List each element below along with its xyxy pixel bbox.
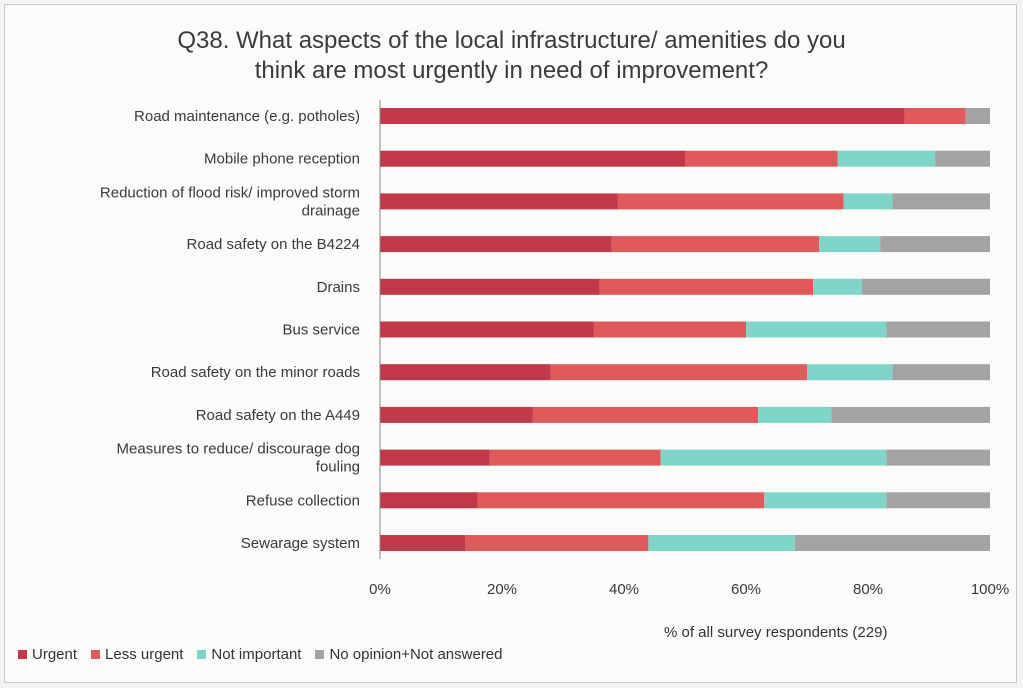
bar-segment-less-urgent — [465, 535, 649, 551]
bar-segment-no-opinion-not-answered — [861, 278, 990, 295]
legend-item-not-important: Not important — [197, 646, 301, 663]
bar-segment-urgent — [380, 364, 551, 381]
bar-segment-no-opinion-not-answered — [886, 449, 990, 466]
bar-segment-no-opinion-not-answered — [892, 364, 990, 381]
category-label: Bus service — [282, 322, 360, 339]
legend-swatch-urgent — [18, 650, 27, 659]
legend: Urgent Less urgent Not important No opin… — [18, 646, 503, 663]
bar-segment-not-important — [746, 321, 887, 338]
bar-segment-less-urgent — [489, 449, 661, 466]
legend-swatch-no-opinion — [315, 650, 325, 659]
bar-segment-urgent — [380, 535, 466, 551]
bar-segment-less-urgent — [593, 321, 746, 338]
bar-segment-urgent — [380, 406, 533, 423]
bar-segment-less-urgent — [904, 108, 966, 124]
bar-segment-not-important — [843, 193, 893, 210]
bar-segment-no-opinion-not-answered — [935, 150, 990, 167]
legend-item-less-urgent: Less urgent — [91, 646, 183, 663]
bar-segment-urgent — [380, 321, 594, 338]
category-label: Mobile phone reception — [204, 151, 360, 168]
category-label: Road safety on the A449 — [196, 407, 360, 424]
bar-segment-not-important — [807, 364, 893, 381]
bar-segment-less-urgent — [550, 364, 807, 381]
category-label: Road safety on the minor roads — [151, 364, 360, 381]
bar-segment-not-important — [813, 278, 862, 295]
x-tick-label: 0% — [369, 581, 391, 598]
bar-segment-not-important — [764, 492, 887, 509]
bar-segment-no-opinion-not-answered — [880, 236, 990, 253]
bar-segment-not-important — [758, 406, 832, 423]
category-label: Measures to reduce/ discourage dog — [117, 441, 360, 458]
bar-segment-no-opinion-not-answered — [794, 535, 990, 551]
chart-title: Q38. What aspects of the local infrastru… — [0, 26, 1023, 86]
category-label: Reduction of flood risk/ improved storm — [100, 184, 360, 201]
bar-segment-urgent — [380, 108, 905, 124]
bar-segment-no-opinion-not-answered — [886, 321, 990, 338]
bar-segment-no-opinion-not-answered — [892, 193, 990, 210]
chart-title-line-1: Q38. What aspects of the local infrastru… — [177, 27, 846, 54]
bar-segment-not-important — [819, 236, 881, 253]
x-tick-label: 60% — [731, 581, 761, 598]
bar-segment-not-important — [837, 150, 936, 167]
category-label: fouling — [316, 459, 360, 476]
category-label: Sewarage system — [241, 535, 360, 552]
bar-segment-urgent — [380, 449, 490, 466]
x-tick-label: 100% — [971, 581, 1009, 598]
bar-segment-less-urgent — [599, 278, 814, 295]
chart-title-line-2: think are most urgently in need of impro… — [254, 57, 769, 84]
legend-label-no-opinion: No opinion+Not answered — [329, 646, 503, 663]
bar-segment-no-opinion-not-answered — [965, 108, 990, 124]
category-label: Road safety on the B4224 — [187, 236, 360, 253]
bar-segment-less-urgent — [617, 193, 844, 210]
x-axis-title: % of all survey respondents (229) — [664, 624, 888, 641]
legend-item-no-opinion: No opinion+Not answered — [315, 646, 503, 663]
bar-segment-less-urgent — [477, 492, 765, 509]
legend-item-urgent: Urgent — [18, 646, 77, 663]
bar-segment-not-important — [660, 449, 887, 466]
category-label: drainage — [302, 202, 360, 219]
bar-segment-urgent — [380, 193, 618, 210]
legend-swatch-less-urgent — [91, 650, 101, 659]
bar-segment-urgent — [380, 278, 600, 295]
legend-swatch-not-important — [197, 650, 207, 659]
category-label: Drains — [317, 279, 360, 296]
bar-segment-no-opinion-not-answered — [886, 492, 990, 509]
bar-segment-less-urgent — [532, 406, 759, 423]
bar-segment-urgent — [380, 492, 478, 509]
legend-label-not-important: Not important — [211, 646, 302, 663]
category-label: Refuse collection — [246, 492, 360, 509]
legend-label-less-urgent: Less urgent — [105, 646, 184, 663]
x-tick-label: 40% — [609, 581, 639, 598]
bar-segment-urgent — [380, 236, 612, 253]
x-tick-label: 80% — [853, 581, 883, 598]
x-tick-label: 20% — [487, 581, 517, 598]
bar-segment-less-urgent — [611, 236, 820, 253]
bar-segment-no-opinion-not-answered — [831, 406, 990, 423]
bar-segment-less-urgent — [685, 150, 838, 167]
category-label: Road maintenance (e.g. potholes) — [134, 108, 360, 125]
bar-segment-urgent — [380, 150, 685, 167]
bar-segment-not-important — [648, 535, 795, 551]
legend-label-urgent: Urgent — [32, 646, 78, 663]
